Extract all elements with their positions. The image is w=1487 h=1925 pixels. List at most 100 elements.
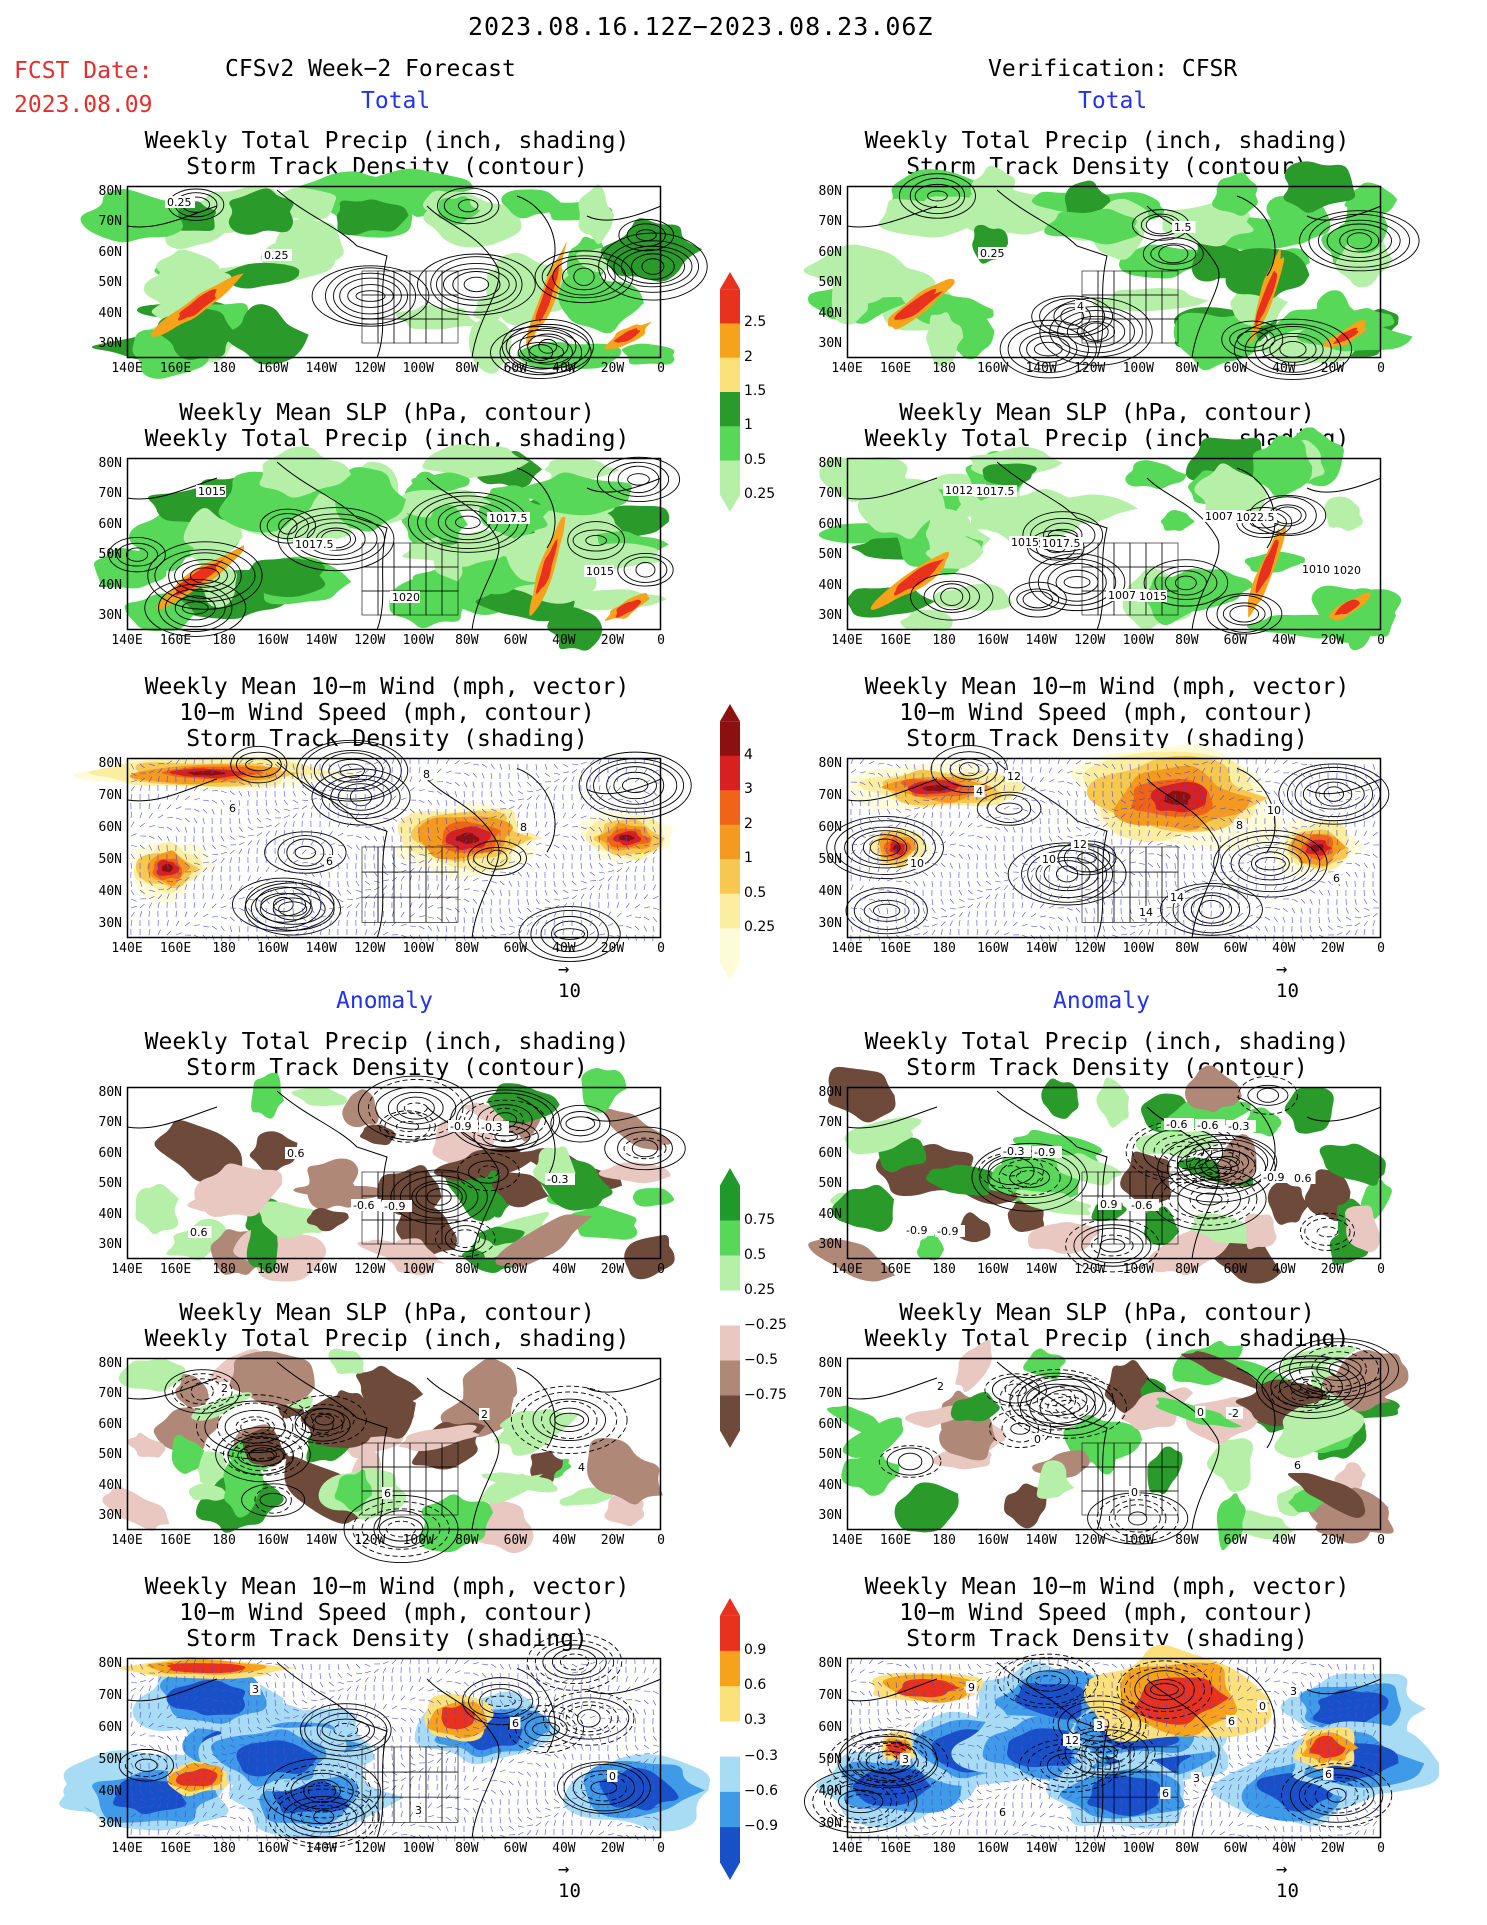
- contour-layer: [878, 1338, 1400, 1545]
- colorbar-label: 1.5: [744, 383, 767, 399]
- colorbar-swatch: [720, 1290, 740, 1326]
- contour-label: 1012.5: [945, 484, 984, 497]
- lon-tick-label: 140W: [1025, 633, 1057, 648]
- coastline: [126, 1661, 662, 1839]
- colorbar-swatch: [720, 392, 740, 427]
- lon-tick-label: 180: [932, 633, 956, 648]
- lat-tick-label: 60N: [98, 1720, 122, 1735]
- contour-label: -0.3: [481, 1121, 502, 1134]
- lon-tick-label: 180: [932, 1533, 956, 1548]
- colorbar-swatch: [720, 289, 740, 324]
- map-canvas: 0.25 0.25: [80, 168, 708, 379]
- panel-title-line: Storm Track Density (shading): [186, 726, 588, 752]
- panel-title-line: 10−m Wind Speed (mph, contour): [899, 700, 1315, 726]
- lat-tick-label: 40N: [98, 1206, 122, 1222]
- colorbar-label: 2: [744, 815, 753, 832]
- panel-title-line: Weekly Total Precip (inch, shading): [144, 1326, 630, 1352]
- panel-title-line: Weekly Total Precip (inch, shading): [144, 426, 630, 452]
- lon-tick-label: 120W: [354, 1841, 386, 1856]
- contour-label: -2: [1228, 1407, 1239, 1420]
- state-boundaries: [1081, 1746, 1179, 1823]
- lon-tick-label: 160E: [159, 1841, 192, 1856]
- contour-label: 4: [1077, 300, 1084, 313]
- contour-labels: -0.6 -0.9 -0.3 0.6 0.6 -0.9 -0.3: [188, 1120, 575, 1239]
- lat-tick-label: 30N: [818, 1237, 842, 1252]
- contour-label: 8: [520, 821, 527, 834]
- lon-tick-label: 20W: [1320, 1262, 1345, 1277]
- panel-title: Weekly Mean 10−m Wind (mph, vector) 10−m …: [827, 674, 1387, 752]
- lon-tick-label: 100W: [402, 1841, 434, 1856]
- lon-tick-label: 80W: [455, 1262, 479, 1277]
- map-frame: [846, 1086, 1382, 1260]
- colorbar-label: 4: [744, 746, 753, 763]
- fcst-date-value: 2023.08.09: [14, 92, 153, 118]
- verification-total-label: Total: [1078, 88, 1148, 114]
- lon-tick-label: 140E: [111, 1262, 143, 1277]
- panel-title-line: Weekly Total Precip (inch, shading): [864, 1029, 1350, 1055]
- colorbar-swatch: [720, 1650, 740, 1687]
- lon-tick-label: 40W: [1272, 1262, 1296, 1277]
- contour-label: -0.9: [937, 1225, 958, 1238]
- contour-label: 0.25: [980, 247, 1005, 260]
- contour-label: 10: [1267, 804, 1281, 817]
- map-panel-cfsr-anom-slp-precip: 0 6 2 0 0 -2: [826, 1338, 1409, 1551]
- lon-tick-label: 140W: [1025, 1533, 1057, 1548]
- map-frame: [126, 1657, 662, 1839]
- panel-title-line: Weekly Mean 10−m Wind (mph, vector): [864, 1574, 1350, 1600]
- contour-label: 8: [1236, 819, 1243, 832]
- contour-label: -0.9: [384, 1200, 405, 1213]
- contour-label: 1.5: [1174, 221, 1192, 234]
- lat-tick-label: 50N: [98, 852, 122, 867]
- lon-tick-label: 140E: [111, 633, 143, 648]
- lon-tick-label: 80W: [1175, 1262, 1199, 1277]
- panel-title: Weekly Mean SLP (hPa, contour) Weekly Tot…: [107, 400, 667, 452]
- map-panel-cfsr-total-wind-storm: 10 14 8 6 4 12 14 10 10 12: [826, 744, 1390, 942]
- contour-label: 1020: [392, 591, 420, 604]
- colorbar-label: 0.5: [744, 884, 767, 901]
- lon-tick-label: 180: [212, 633, 236, 648]
- contour-label: -0.9: [450, 1120, 471, 1133]
- colorbar-swatch: [720, 721, 740, 757]
- lon-tick-label: 60W: [1223, 361, 1248, 376]
- lon-tick-label: 60W: [1223, 633, 1248, 648]
- map-frame: [846, 457, 1382, 631]
- contour-label: -0.3: [1003, 1145, 1024, 1158]
- lat-tick-label: 50N: [98, 275, 122, 291]
- panel-title-line: 10−m Wind Speed (mph, contour): [899, 1600, 1315, 1626]
- lon-tick-label: 140W: [305, 1841, 337, 1856]
- lon-tick-label: 60W: [1223, 1841, 1248, 1856]
- contour-label: 6: [1228, 1715, 1235, 1728]
- forecast-total-label: Total: [361, 88, 431, 114]
- lon-tick-label: 20W: [600, 1841, 625, 1856]
- map-frame: [846, 185, 1382, 359]
- lon-tick-label: 180: [932, 1262, 956, 1277]
- lat-tick-label: 60N: [818, 1416, 842, 1432]
- lat-tick-label: 80N: [98, 456, 122, 471]
- lon-tick-label: 100W: [1122, 1262, 1154, 1277]
- lat-tick-label: 30N: [98, 608, 122, 623]
- map-frame: [126, 1086, 662, 1260]
- contour-label: 6: [384, 1487, 391, 1500]
- panel-title: Weekly Mean SLP (hPa, contour) Weekly Tot…: [827, 1300, 1387, 1352]
- contour-label: 3: [415, 1804, 422, 1817]
- contour-labels: 0.25 0.25: [165, 196, 292, 262]
- colorbar-bottom-triangle: [720, 1430, 740, 1448]
- lat-tick-label: 70N: [818, 1386, 842, 1402]
- colorbar-label: 3: [744, 781, 753, 798]
- wind-vector-layer: [130, 757, 659, 942]
- colorbar-top-triangle: [720, 1168, 740, 1186]
- contour-label: -0.9: [1263, 1171, 1284, 1184]
- colorbar-anom_precip: [720, 1168, 740, 1448]
- lat-tick-label: 40N: [818, 577, 842, 593]
- shading-layer: [818, 427, 1402, 651]
- panel-title-line: Storm Track Density (contour): [906, 1055, 1308, 1081]
- map-canvas: 1015 1017.5 1020 1017.5 1015: [93, 444, 681, 651]
- lat-tick-label: 50N: [818, 547, 842, 563]
- lon-tick-label: 20W: [600, 633, 625, 648]
- contour-label: 0: [1197, 1406, 1204, 1419]
- lon-tick-label: 140E: [831, 1841, 863, 1856]
- contour-label: 1015: [586, 565, 614, 578]
- panel-title-line: Storm Track Density (shading): [906, 1626, 1308, 1652]
- map-panel-fcst-anom-precip-storm: -0.6 -0.9 -0.3 0.6 0.6 -0.9 -0.3: [126, 1068, 686, 1282]
- map-panel-fcst-total-precip-storm: 0.25 0.25: [80, 168, 708, 379]
